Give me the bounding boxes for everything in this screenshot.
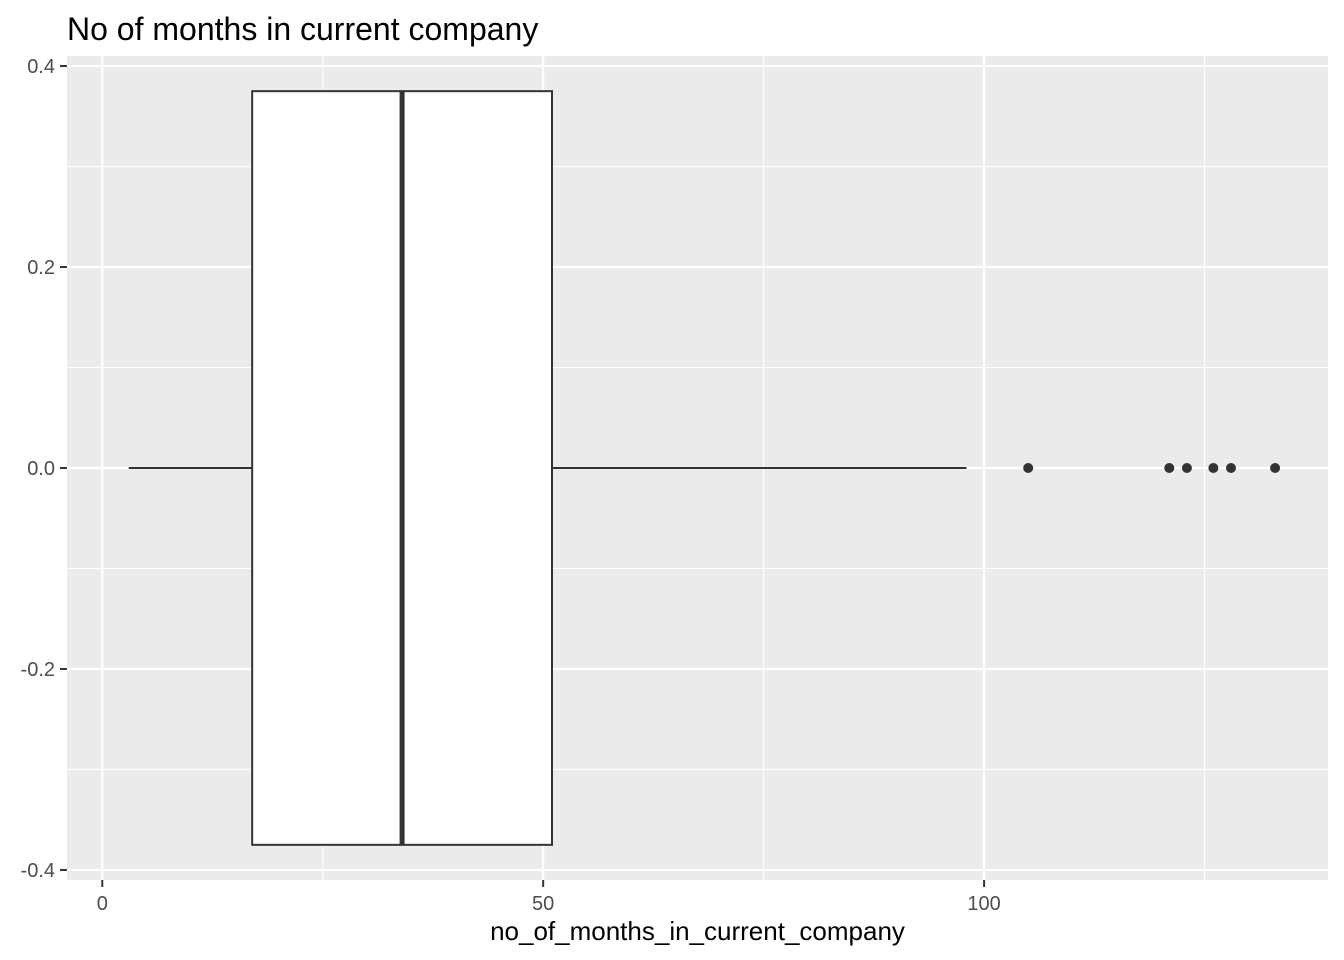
box-marks xyxy=(128,90,1281,846)
y-tick-label: 0.4 xyxy=(27,56,55,78)
x-tick-label: 100 xyxy=(967,893,1000,915)
outlier-point xyxy=(1270,463,1281,473)
x-axis: 0 50 100 xyxy=(97,880,1001,915)
outlier-point xyxy=(1208,463,1219,473)
y-tick-label: -0.4 xyxy=(21,860,55,882)
outlier-point xyxy=(1181,463,1192,473)
outlier-point xyxy=(1226,463,1236,473)
x-tick-label: 0 xyxy=(97,893,108,915)
outlier-point xyxy=(1023,463,1034,473)
y-tick-label: -0.2 xyxy=(21,659,55,681)
x-axis-title: no_of_months_in_current_company xyxy=(490,916,905,946)
x-tick-label: 50 xyxy=(532,893,554,915)
y-axis: -0.4 -0.2 0.0 0.2 0.4 xyxy=(21,56,67,882)
chart-title: No of months in current company xyxy=(67,11,538,47)
outlier-point xyxy=(1164,463,1175,473)
y-tick-label: 0.0 xyxy=(27,458,55,480)
y-tick-label: 0.2 xyxy=(27,257,55,279)
